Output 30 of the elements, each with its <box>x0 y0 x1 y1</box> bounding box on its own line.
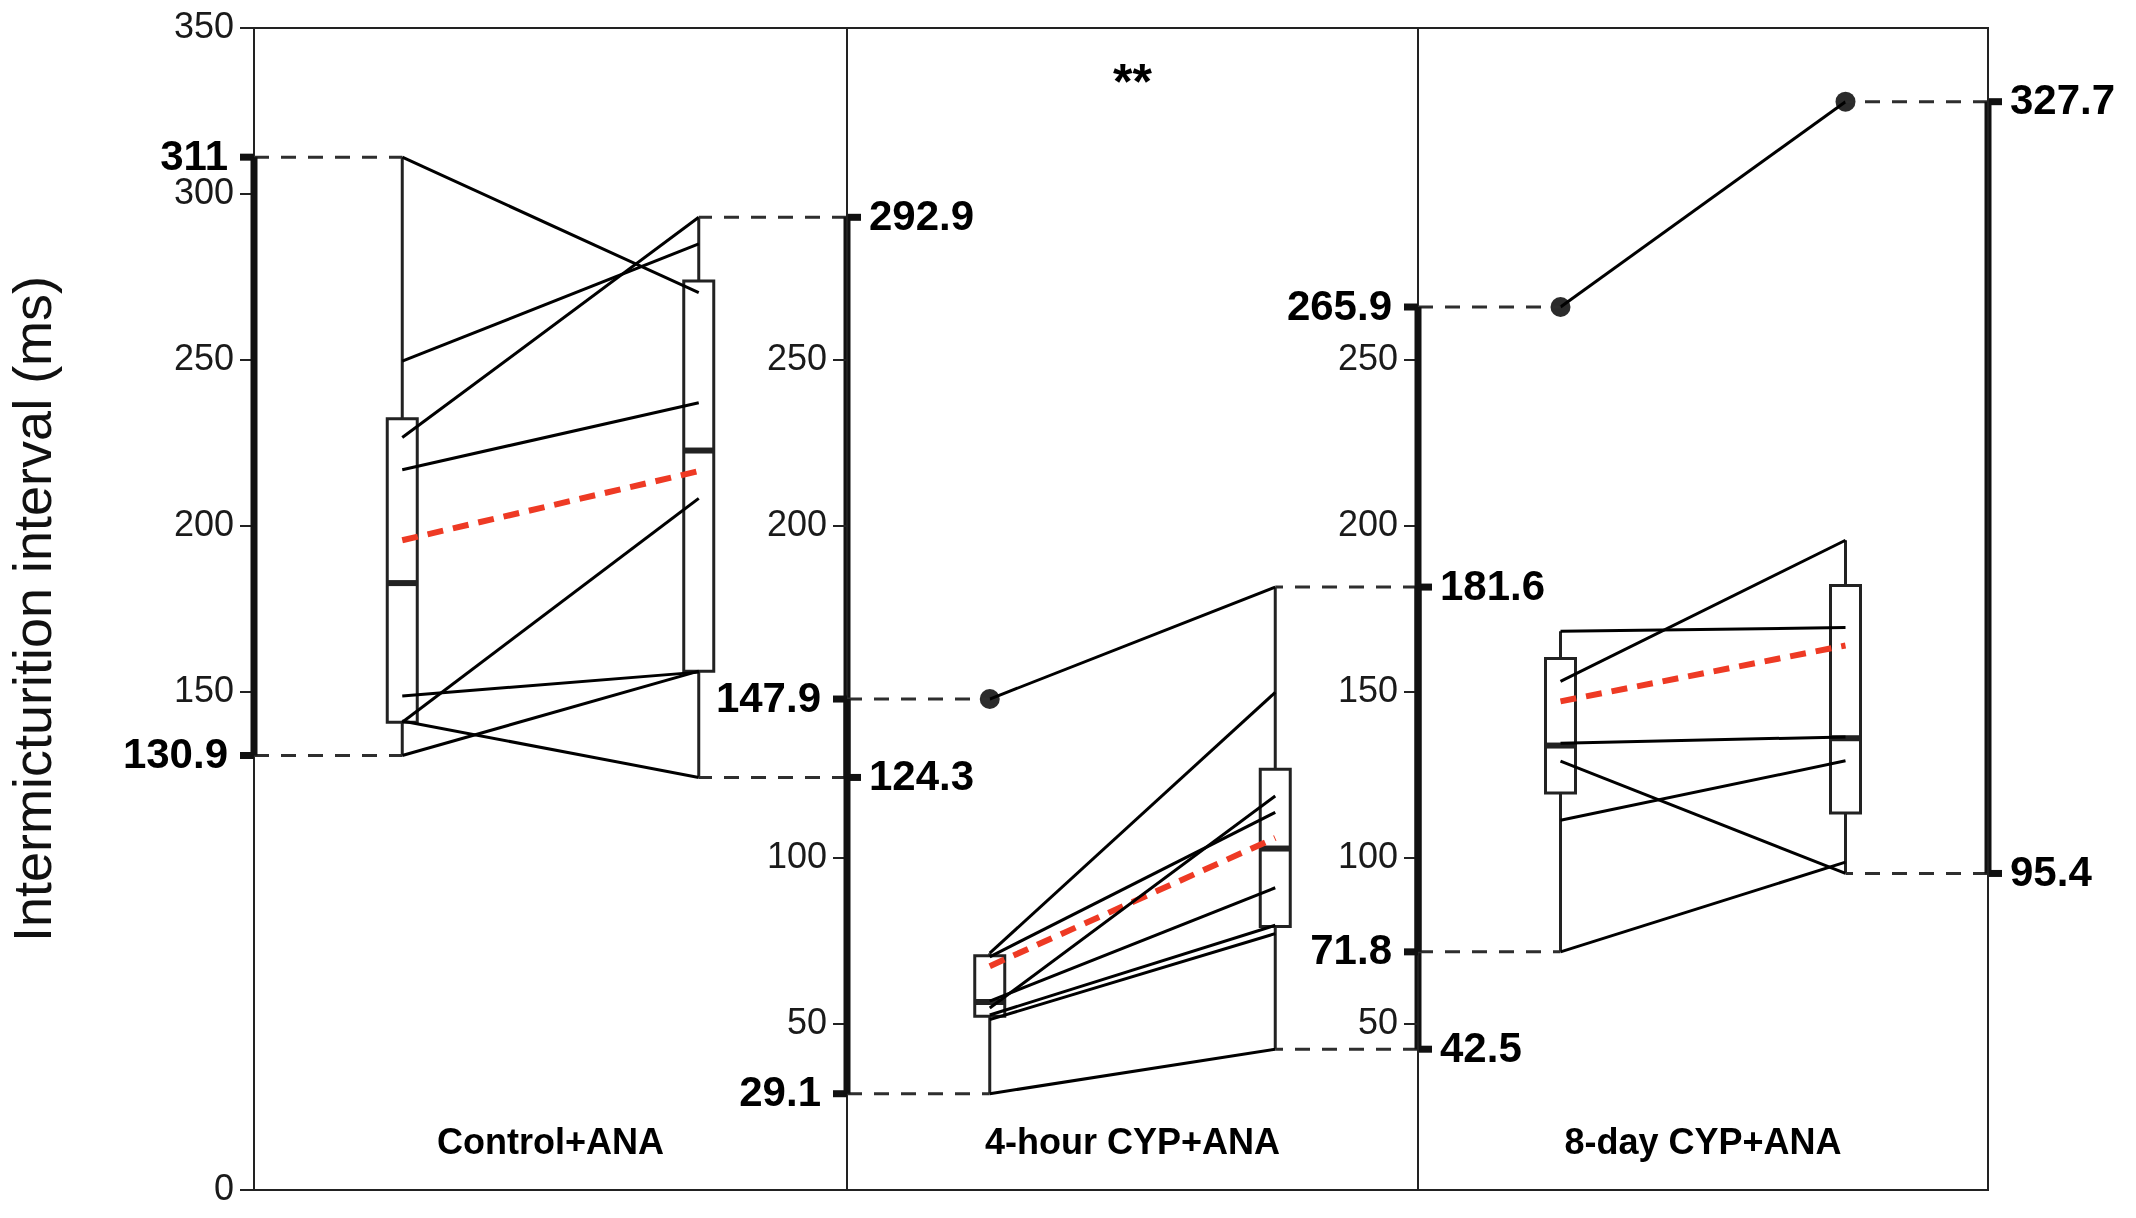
y-tick-label: 100 <box>1337 835 1398 877</box>
x-axis-title: 8-day CYP+ANA <box>1564 1121 1842 1163</box>
y-tick-label: 200 <box>766 502 827 544</box>
annotation: 147.9 <box>715 673 821 721</box>
annotation: ** <box>1113 54 1153 111</box>
y-tick-label: 200 <box>173 502 234 544</box>
y-tick-label: 250 <box>766 336 827 378</box>
annotation: 292.9 <box>869 191 975 239</box>
annotation: 124.3 <box>869 752 975 800</box>
y-tick-label: 150 <box>173 668 234 710</box>
annotation: 29.1 <box>739 1068 821 1116</box>
annotation: 71.8 <box>1310 926 1392 974</box>
text: 95.4 <box>2010 848 2093 896</box>
y-tick-label: 0 <box>213 1167 234 1209</box>
text: 327.7 <box>2010 76 2116 124</box>
y-tick-label: 100 <box>766 835 827 877</box>
y-tick-label: 50 <box>786 1001 827 1043</box>
x-axis-title: Control+ANA <box>437 1121 664 1163</box>
annotation: 42.5 <box>1440 1023 1522 1071</box>
y-tick-label: 250 <box>1337 336 1398 378</box>
y-tick-label: 250 <box>173 336 234 378</box>
y-tick-label: 150 <box>1337 668 1398 710</box>
x-axis-title: 4-hour CYP+ANA <box>984 1121 1281 1163</box>
annotation: 181.6 <box>1440 561 1546 609</box>
annotation: 265.9 <box>1286 281 1392 329</box>
y-axis-title: Intermicturition interval (ms) <box>2 275 63 943</box>
y-tick-label: 350 <box>173 4 234 46</box>
y-tick-label: 50 <box>1357 1001 1398 1043</box>
y-tick-label: 200 <box>1337 502 1398 544</box>
text: 130.9 <box>122 730 228 778</box>
